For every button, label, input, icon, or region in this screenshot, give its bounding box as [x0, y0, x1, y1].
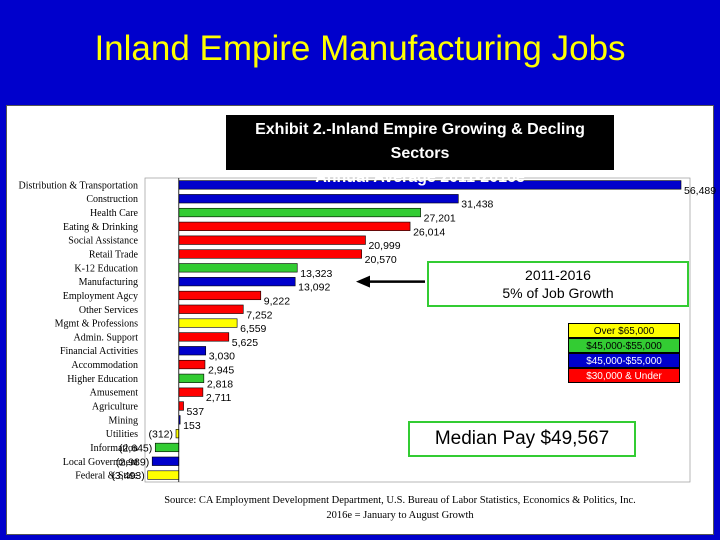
value-label: (312): [148, 429, 173, 441]
bar: [178, 373, 205, 383]
bar: [178, 194, 459, 204]
bar: [178, 359, 206, 370]
bar: [154, 442, 180, 453]
median-pay-box: Median Pay $49,567: [408, 421, 636, 457]
bar: [178, 249, 362, 259]
source-line-1: Source: CA Employment Development Depart…: [164, 495, 636, 506]
value-label: 2,818: [207, 378, 233, 390]
legend-item-3: $30,000 & Under: [568, 368, 680, 383]
bar: [178, 346, 207, 356]
value-label: 5,625: [232, 337, 258, 349]
chart-title-box: Exhibit 2.-Inland Empire Growing & Decli…: [226, 115, 614, 186]
bar: [178, 263, 298, 273]
legend: Over $65,000 $45,000-$55,000 $45,000-$55…: [568, 323, 680, 383]
value-label: 2,711: [206, 392, 232, 404]
plot-frame: [144, 177, 691, 483]
bar: [178, 401, 184, 411]
value-label: 20,570: [365, 254, 397, 266]
value-label: 27,201: [424, 213, 456, 225]
legend-item-2: $45,000-$55,000: [568, 353, 680, 368]
bar: [175, 429, 180, 439]
bar: [178, 318, 238, 328]
category-label: Amusement: [90, 388, 139, 399]
bar: [178, 304, 244, 314]
category-label: Utilities: [106, 429, 138, 440]
value-label: 31,438: [461, 199, 493, 211]
value-label: 26,014: [413, 226, 445, 238]
category-label: Retail Trade: [89, 250, 139, 261]
legend-item-1: $45,000-$55,000: [568, 338, 680, 353]
value-label: (2,989): [116, 456, 149, 468]
bar: [178, 207, 421, 218]
category-label: Eating & Drinking: [63, 222, 138, 233]
category-label: Health Care: [90, 208, 139, 219]
value-label: 2,945: [208, 365, 234, 377]
category-label: Manufacturing: [79, 277, 138, 288]
value-label: 7,252: [246, 309, 272, 321]
category-label: Agriculture: [92, 402, 139, 413]
category-label: K-12 Education: [74, 263, 138, 274]
callout-arrow-head: [356, 275, 370, 288]
category-label: Mgmt & Professions: [55, 319, 138, 330]
value-label: 13,092: [298, 282, 330, 294]
bar: [178, 221, 411, 231]
value-label: 6,559: [240, 323, 266, 335]
callout-line-1: 2011-2016: [525, 267, 591, 283]
category-label: Employment Agcy: [63, 291, 138, 302]
bar: [178, 332, 230, 342]
job-growth-callout: 2011-2016 5% of Job Growth: [427, 261, 689, 307]
slide-title: Inland Empire Manufacturing Jobs: [94, 29, 626, 68]
value-label: 56,489: [684, 185, 716, 197]
bar: [151, 456, 180, 466]
category-label: Federal & State: [75, 471, 138, 482]
value-label: (3,493): [111, 470, 144, 482]
callout-line-2: 5% of Job Growth: [502, 285, 614, 301]
source-line-2: 2016e = January to August Growth: [326, 510, 474, 521]
bar: [178, 277, 296, 287]
value-label: (2,645): [119, 442, 152, 454]
bar: [178, 235, 366, 245]
category-label: Higher Education: [67, 374, 138, 385]
category-label: Mining: [109, 415, 138, 426]
category-label: Local Government: [63, 457, 138, 468]
value-label: 9,222: [264, 295, 290, 307]
source-note: Source: CA Employment Development Depart…: [100, 493, 700, 523]
category-label: Accommodation: [71, 360, 138, 371]
bar: [178, 387, 204, 397]
chart-panel: [6, 105, 714, 535]
chart-subtitle: Annual Average 2011-2016e: [315, 169, 525, 186]
bar: [147, 470, 180, 480]
value-label: 3,030: [209, 351, 235, 363]
category-label: Admin. Support: [74, 332, 139, 343]
value-label: 153: [183, 420, 201, 432]
bar: [178, 290, 262, 301]
value-label: 13,323: [300, 268, 332, 280]
category-label: Other Services: [79, 305, 138, 316]
category-label: Information: [90, 443, 138, 454]
chart-title: Exhibit 2.-Inland Empire Growing & Decli…: [255, 121, 585, 162]
value-label: 537: [187, 406, 205, 418]
legend-item-0: Over $65,000: [568, 323, 680, 338]
value-label: 20,999: [368, 240, 400, 252]
category-label: Construction: [86, 194, 138, 205]
category-label: Social Assistance: [68, 236, 138, 247]
category-label: Distribution & Transportation: [19, 180, 138, 191]
category-label: Financial Activities: [60, 346, 138, 357]
